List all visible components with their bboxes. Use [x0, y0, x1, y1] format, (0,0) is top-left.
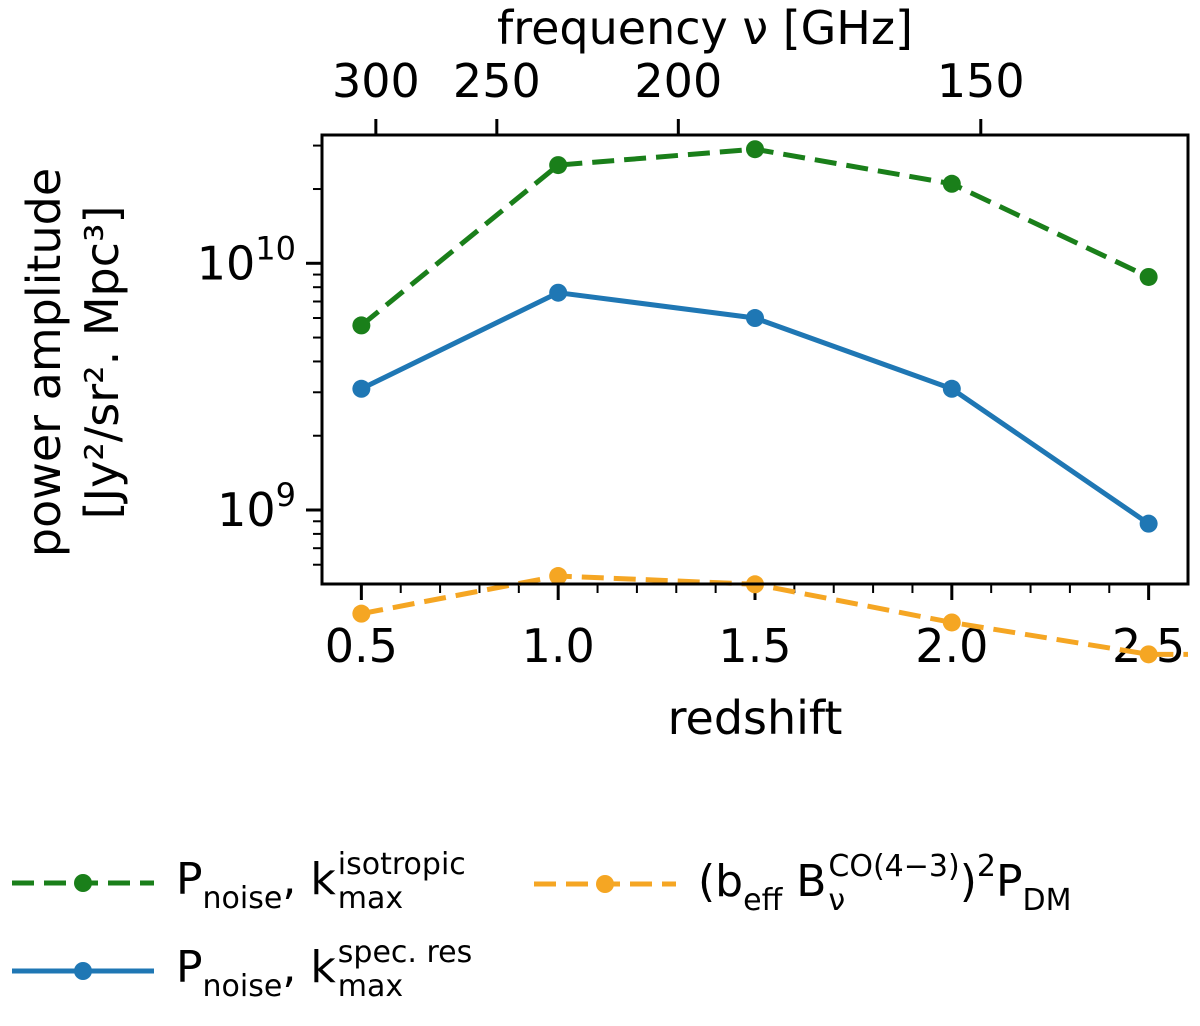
x-tick-label: 1.0	[522, 619, 595, 673]
top-tick-label: 300	[332, 54, 420, 108]
top-tick-label: 150	[937, 54, 1025, 108]
y-tick-label: 109	[217, 476, 296, 537]
series-point-0	[549, 156, 568, 175]
series-point-1	[942, 379, 961, 398]
legend-label-orange: (beff B CO(4−3) ν)2PDM	[698, 849, 1072, 918]
series-point-0	[942, 174, 961, 193]
legend-entry-green: Pnoise, k isotropic max	[8, 847, 466, 916]
series-point-2	[549, 567, 568, 586]
top-tick-label: 250	[453, 54, 541, 108]
legend-swatch-blue	[12, 962, 154, 980]
y-tick-label: 1010	[197, 229, 296, 290]
x-axis-label: redshift	[668, 691, 843, 745]
x-tick-label: 0.5	[325, 619, 398, 673]
y-axis-label-line2: [Jy²/sr². Mpc³]	[75, 206, 129, 520]
series-line-1	[360, 290, 1151, 526]
series-layer	[352, 140, 1188, 664]
legend-entry-blue: Pnoise, k spec. res max	[8, 935, 473, 1004]
series-line-0	[359, 146, 1150, 328]
series-point-2	[942, 613, 961, 632]
series-point-2	[1139, 645, 1158, 664]
plot-frame	[320, 133, 1190, 586]
labels-layer: redshift frequency ν [GHz] power amplitu…	[17, 1, 913, 745]
series-point-0	[1139, 267, 1158, 286]
series-point-2	[352, 604, 371, 623]
top-axis-label: frequency ν [GHz]	[497, 1, 913, 55]
series-point-1	[549, 283, 568, 302]
legend-label-green: Pnoise, k isotropic max	[176, 847, 466, 916]
series-point-1	[746, 309, 764, 328]
legend-swatch-green	[12, 874, 154, 892]
x-tick-label: 1.5	[718, 619, 791, 673]
series-point-0	[746, 140, 764, 159]
ticks-layer: 0.51.01.52.02.53002502001501091010	[197, 54, 1185, 673]
series-point-0	[352, 316, 371, 335]
series-point-1	[1139, 514, 1158, 533]
y-axis-label-line1: power amplitude	[17, 168, 71, 557]
legend-swatch-orange	[534, 875, 676, 893]
series-point-1	[352, 379, 371, 398]
legend-entry-orange: (beff B CO(4−3) ν)2PDM	[530, 852, 1072, 916]
legend-label-blue: Pnoise, k spec. res max	[176, 935, 473, 1004]
top-tick-label: 200	[634, 54, 722, 108]
